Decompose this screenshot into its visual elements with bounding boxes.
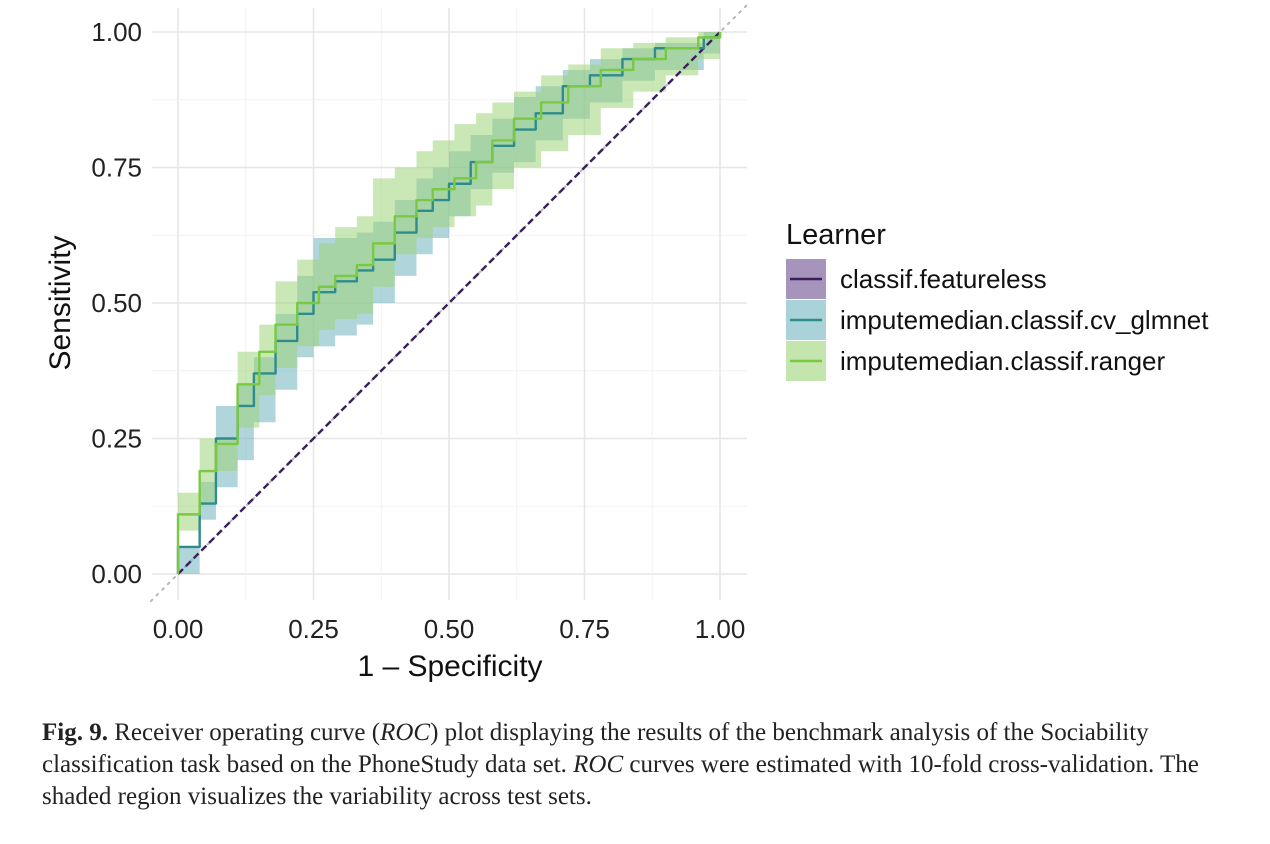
x-tick-label: 0.75 — [559, 614, 610, 644]
x-tick-label: 0.25 — [288, 614, 339, 644]
legend-label: classif.featureless — [840, 264, 1047, 294]
caption-roc-2: ROC — [573, 751, 624, 778]
roc-chart: 0.00 0.25 0.50 0.75 1.00 0.00 0.25 0.50 0.75 1.00… — [44, 3, 1209, 683]
y-tick-label: 0.25 — [91, 424, 142, 454]
caption-text-2: ) plot displaying the results of the ben… — [42, 719, 1149, 778]
tick-labels: 0.00 0.25 0.50 0.75 1.00 0.00 0.25 0.50 0.75 1.00 — [91, 17, 745, 644]
roc-line-1 — [176, 32, 722, 574]
caption-label: Fig. 9. — [42, 719, 108, 746]
roc-line-0 — [177, 31, 721, 575]
band-2 — [178, 32, 720, 531]
confidence-bands — [178, 32, 720, 574]
legend: Learner classif.featureless imputemedian.… — [786, 219, 1209, 381]
y-tick-label: 0.75 — [91, 153, 142, 183]
roc-curves — [176, 31, 722, 575]
y-axis-title: Sensitivity — [44, 235, 77, 370]
caption-text-1: Receiver operating curve ( — [107, 719, 381, 746]
y-tick-label: 0.50 — [91, 288, 142, 318]
y-tick-label: 1.00 — [91, 17, 142, 47]
caption-text-3: curves were estimated with 10-fold cross… — [42, 751, 1199, 810]
x-tick-label: 0.00 — [153, 614, 204, 644]
legend-label: imputemedian.classif.cv_glmnet — [840, 305, 1209, 335]
roc-line-2 — [176, 32, 722, 574]
legend-title: Learner — [786, 219, 886, 251]
x-tick-label: 1.00 — [695, 614, 746, 644]
x-tick-label: 0.50 — [424, 614, 475, 644]
caption-roc-1: ROC — [380, 719, 431, 746]
x-axis-title: 1 – Specificity — [357, 650, 542, 683]
y-tick-label: 0.00 — [91, 559, 142, 589]
figure-caption: Fig. 9. Receiver operating curve (ROC) p… — [42, 717, 1212, 813]
legend-label: imputemedian.classif.ranger — [840, 346, 1165, 376]
